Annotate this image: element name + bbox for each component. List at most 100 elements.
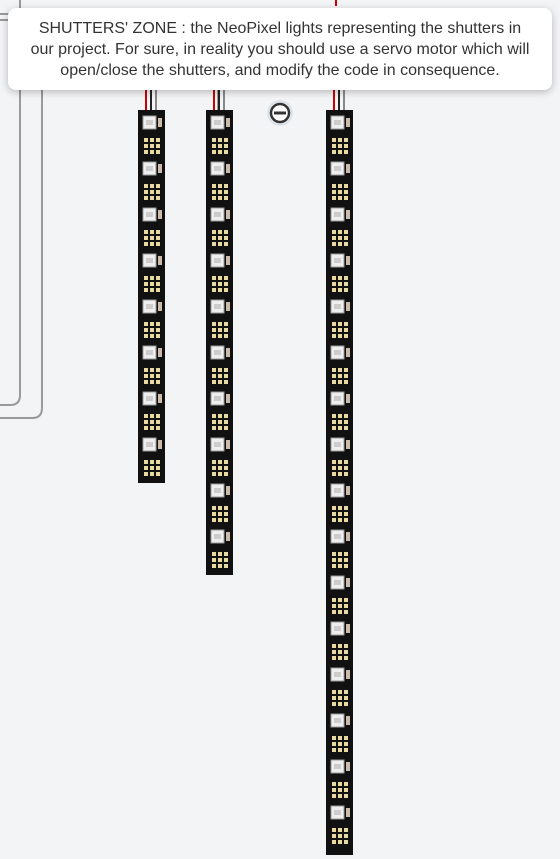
pad — [338, 656, 342, 660]
pad — [218, 242, 222, 246]
pad — [344, 656, 348, 660]
resistor — [226, 164, 230, 173]
pad — [332, 380, 336, 384]
pad — [218, 334, 222, 338]
pad — [344, 138, 348, 142]
pad — [338, 506, 342, 510]
led-die — [146, 166, 153, 171]
neopixel-strip[interactable] — [206, 88, 233, 575]
pad — [338, 150, 342, 154]
pad — [218, 472, 222, 476]
led-die — [214, 534, 221, 539]
pad — [156, 144, 160, 148]
pad — [218, 552, 222, 556]
pad — [218, 512, 222, 516]
pad — [338, 420, 342, 424]
pad — [332, 368, 336, 372]
pad — [224, 190, 228, 194]
pad — [344, 368, 348, 372]
pad — [338, 552, 342, 556]
neopixel-strip[interactable] — [138, 88, 165, 483]
pad — [332, 460, 336, 464]
resistor — [346, 348, 350, 357]
pad — [150, 288, 154, 292]
led-die — [334, 350, 341, 355]
pad — [332, 742, 336, 746]
pad — [224, 564, 228, 568]
pad — [218, 276, 222, 280]
pad — [338, 460, 342, 464]
pad — [218, 380, 222, 384]
resistor — [158, 164, 162, 173]
pad — [344, 288, 348, 292]
pad — [224, 472, 228, 476]
pad — [338, 788, 342, 792]
pad — [156, 420, 160, 424]
pad — [338, 282, 342, 286]
pad — [332, 598, 336, 602]
pad — [344, 230, 348, 234]
pad — [332, 696, 336, 700]
pad — [338, 138, 342, 142]
pad — [144, 368, 148, 372]
pad — [224, 506, 228, 510]
pad — [144, 414, 148, 418]
pad — [212, 144, 216, 148]
pad — [338, 414, 342, 418]
resistor — [346, 164, 350, 173]
pad — [156, 334, 160, 338]
led-die — [334, 442, 341, 447]
pad — [212, 506, 216, 510]
resistor — [158, 118, 162, 127]
pad — [338, 230, 342, 234]
pad — [212, 368, 216, 372]
pad — [344, 650, 348, 654]
pad — [332, 604, 336, 608]
pad — [344, 282, 348, 286]
pad — [344, 834, 348, 838]
pad — [218, 196, 222, 200]
pad — [224, 518, 228, 522]
pad — [156, 472, 160, 476]
resistor — [226, 302, 230, 311]
pad — [212, 374, 216, 378]
pad — [156, 328, 160, 332]
pad — [212, 564, 216, 568]
pad — [144, 288, 148, 292]
strip-body — [206, 110, 233, 575]
pad — [338, 196, 342, 200]
pad — [212, 414, 216, 418]
pad — [224, 460, 228, 464]
pad — [338, 322, 342, 326]
pad — [338, 748, 342, 752]
remove-button[interactable] — [267, 100, 293, 126]
pad — [150, 368, 154, 372]
pad — [332, 564, 336, 568]
pad — [338, 368, 342, 372]
led-die — [334, 718, 341, 723]
resistor — [158, 210, 162, 219]
pad — [344, 150, 348, 154]
pad — [144, 184, 148, 188]
pad — [332, 834, 336, 838]
pad — [344, 610, 348, 614]
pad — [338, 380, 342, 384]
pad — [332, 414, 336, 418]
pad — [156, 190, 160, 194]
pad — [338, 328, 342, 332]
pad — [156, 276, 160, 280]
pad — [212, 420, 216, 424]
pad — [156, 368, 160, 372]
resistor — [346, 486, 350, 495]
pad — [212, 230, 216, 234]
pad — [338, 236, 342, 240]
pad — [332, 420, 336, 424]
pad — [224, 466, 228, 470]
pad — [224, 552, 228, 556]
resistor — [346, 118, 350, 127]
pad — [218, 460, 222, 464]
pad — [212, 328, 216, 332]
neopixel-strip[interactable] — [326, 88, 353, 855]
led-die — [214, 350, 221, 355]
tooltip: SHUTTERS' ZONE : the NeoPixel lights rep… — [8, 8, 552, 90]
